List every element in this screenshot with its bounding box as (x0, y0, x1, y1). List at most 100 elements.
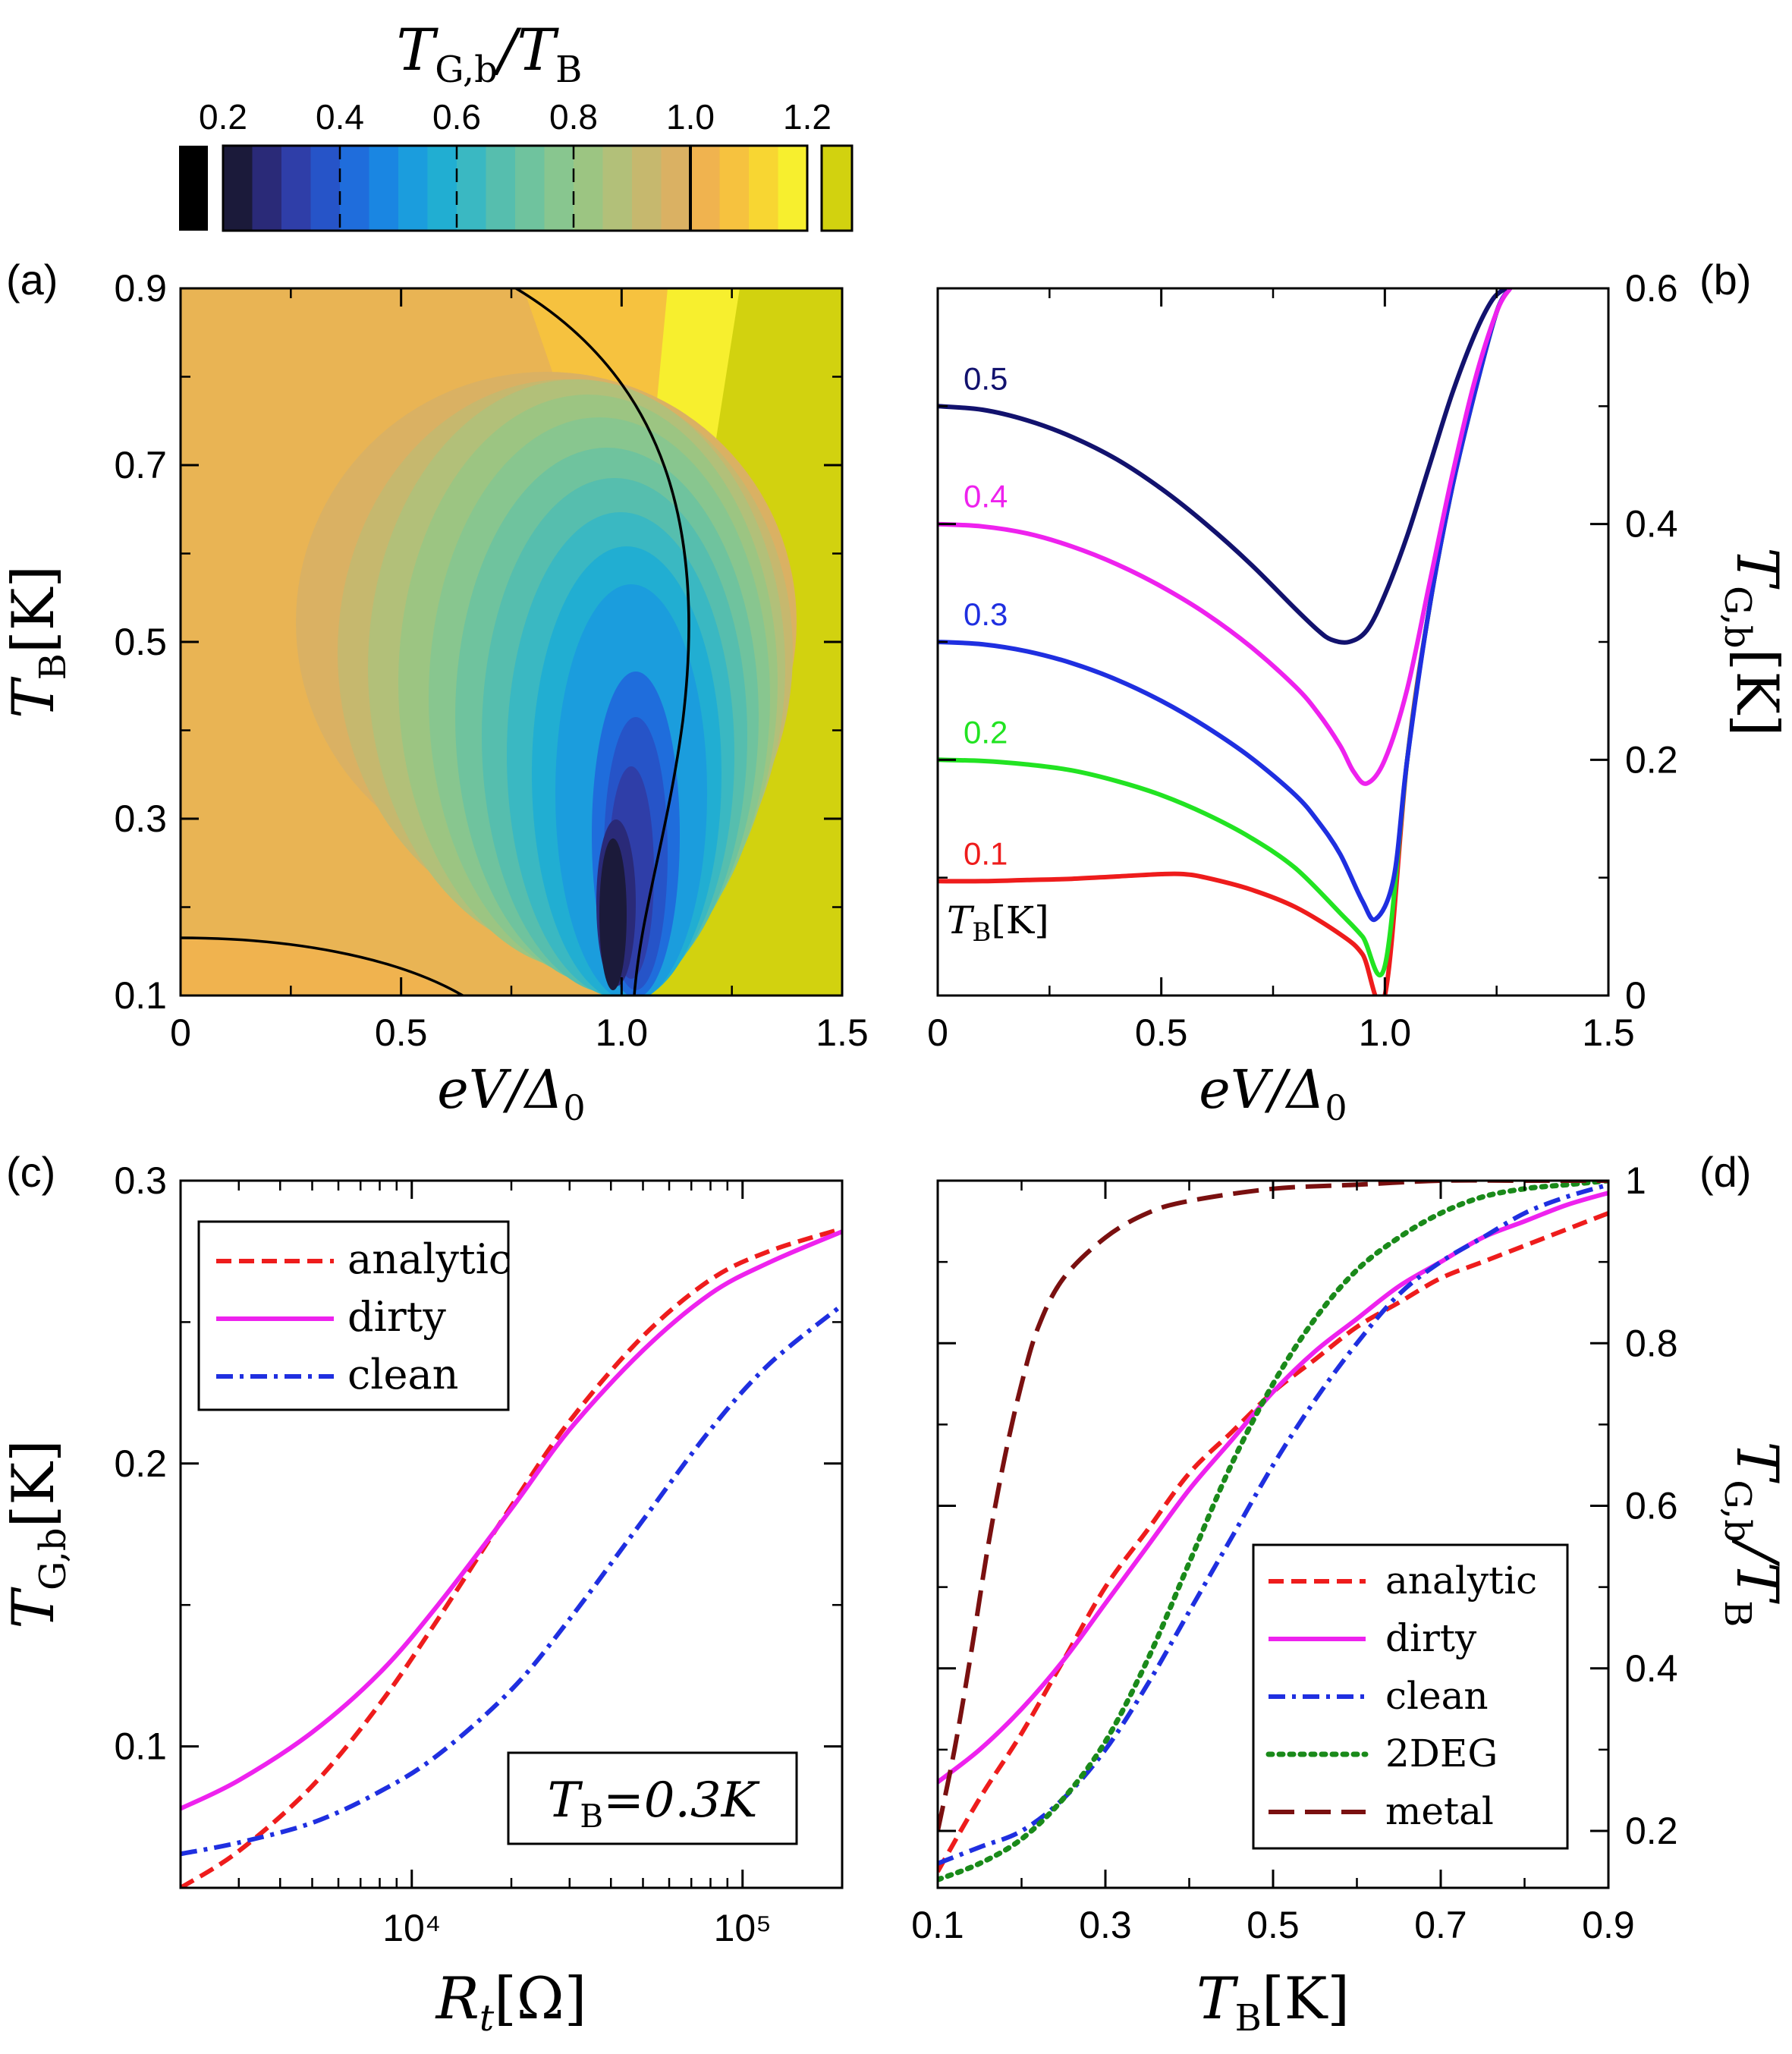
annotation-box-c: TB=0.3K (507, 1751, 798, 1845)
annotation-text-c: TB=0.3K (548, 1772, 760, 1835)
x-tick-label: 10⁴ (382, 1907, 441, 1949)
colorbar-tick-labels: 0.2 0.4 0.6 0.8 1.0 1.2 (199, 97, 832, 137)
axis-ticks-a: 0 0.5 1.0 1.5 0.1 0.3 0.5 0.7 0.9 (114, 267, 868, 1054)
series-group-c (181, 1226, 842, 1888)
series-labels-b: 0.1 0.2 0.3 0.4 0.5 (964, 360, 1008, 871)
x-tick-label: 1.0 (596, 1011, 649, 1054)
y-tick-label: 0.2 (114, 1442, 167, 1485)
x-tick-label: 0.5 (375, 1011, 428, 1054)
legend-c: analytic dirty clean (197, 1220, 511, 1411)
y-tick-label: 0.5 (114, 621, 167, 663)
y-axis-label-c: TG,b[K] (0, 1439, 74, 1628)
series-label-0.5: 0.5 (964, 360, 1008, 396)
colorbar-cell (719, 146, 750, 231)
y-tick-label: 0.1 (114, 974, 167, 1017)
colorbar-cell (574, 146, 604, 231)
series-line-analytic (938, 1211, 1608, 1873)
panel-d: (d) 0.1 0.3 0.5 0.7 0.9 0.2 0.4 0.6 0.8 1 analyti… (911, 1148, 1791, 2040)
series-line-clean (181, 1303, 842, 1857)
y-tick-label: 0.9 (114, 267, 167, 310)
y-tick-label: 0.3 (114, 1159, 167, 1202)
colorbar-cell (427, 146, 457, 231)
colorbar-cell (515, 146, 545, 231)
y-tick-label: 0.2 (1625, 1810, 1678, 1852)
colorbar-tick-label: 0.6 (432, 97, 481, 137)
y-tick-label: 1 (1625, 1159, 1646, 1202)
colorbar-under-swatch (179, 146, 208, 231)
panel-label-c: (c) (6, 1148, 55, 1196)
x-axis-label-c: Rt[Ω] (435, 1964, 587, 2040)
colorbar-cell (544, 146, 574, 231)
y-tick-label: 0.1 (114, 1725, 167, 1768)
series-group-d (938, 1181, 1608, 1883)
colorbar-cell (457, 146, 487, 231)
colorbar-cell (398, 146, 429, 231)
panel-label-d: (d) (1699, 1148, 1751, 1196)
x-tick-label: 10⁵ (714, 1907, 772, 1949)
series-line-TB-0.5 (938, 288, 1507, 645)
colorbar-cell (602, 146, 633, 231)
x-tick-label: 0.3 (1079, 1904, 1132, 1946)
colorbar-cell (369, 146, 399, 231)
colorbar-cell (486, 146, 516, 231)
colorbar-tick-label: 0.8 (549, 97, 598, 137)
panel-c: (c) 0.1 0.2 0.3 10⁴ 10⁵ analytic dirty clean T… (0, 1148, 844, 2040)
series-label-0.3: 0.3 (964, 596, 1008, 632)
panel-label-a: (a) (6, 256, 58, 304)
x-tick-label: 0.5 (1247, 1904, 1300, 1946)
x-tick-label: 1.5 (816, 1011, 869, 1054)
x-tick-label: 0 (170, 1011, 191, 1054)
series-group-b (938, 288, 1512, 996)
y-tick-label: 0.2 (1625, 738, 1678, 781)
series-label-0.2: 0.2 (964, 714, 1008, 750)
legend-label-analytic: analytic (1385, 1559, 1537, 1603)
legend-label-clean: clean (1385, 1674, 1489, 1718)
contour-line-1.0-main (515, 288, 690, 996)
x-tick-label: 1.5 (1582, 1011, 1635, 1054)
colorbar-title: TG,b/TB (397, 16, 583, 91)
plot-frame-b (936, 287, 1610, 997)
legend-label-dirty: dirty (1385, 1616, 1477, 1660)
colorbar-cell (340, 146, 370, 231)
colorbar-cell (281, 146, 312, 231)
colorbar-cell (661, 146, 691, 231)
heatmap-bottom-band (181, 938, 455, 996)
colorbar-cell (778, 146, 808, 231)
colorbar-tick-label: 0.4 (316, 97, 364, 137)
colorbar-tick-label: 1.2 (783, 97, 832, 137)
series-line-TB-0.4 (938, 288, 1512, 786)
colorbar-cell (223, 146, 253, 231)
x-tick-label: 0.7 (1414, 1904, 1467, 1946)
colorbar-cell (690, 146, 721, 231)
legend-label-clean: clean (347, 1351, 458, 1398)
contour-line-1.0-bottom (181, 936, 464, 996)
y-axis-label-b: TG,b[K] (1716, 547, 1791, 736)
colorbar-tick-label: 0.2 (199, 97, 247, 137)
x-axis-label-b: eV/Δ0 (1199, 1058, 1347, 1128)
x-tick-label: 0 (927, 1011, 948, 1054)
colorbar-cell (310, 146, 341, 231)
y-tick-label: 0.4 (1625, 1647, 1678, 1690)
legend-label-analytic: analytic (347, 1235, 511, 1283)
x-tick-label: 0.5 (1135, 1011, 1188, 1054)
y-tick-label: 0.3 (114, 797, 167, 840)
y-tick-label: 0.6 (1625, 1485, 1678, 1527)
series-line-dirty (181, 1229, 842, 1811)
colorbar-cells (222, 144, 809, 232)
series-line-2DEG (938, 1181, 1608, 1883)
x-tick-label: 0.9 (1582, 1904, 1635, 1946)
series-label-0.4: 0.4 (964, 479, 1008, 514)
legend-title-b: TB[K] (947, 898, 1049, 948)
series-line-TB-0.3 (938, 288, 1512, 923)
y-axis-label-d: TG,b/TB (1716, 1442, 1791, 1628)
series-label-0.1: 0.1 (964, 835, 1008, 871)
y-tick-label: 0 (1625, 974, 1646, 1017)
axis-ticks-c: 0.1 0.2 0.3 10⁴ 10⁵ (114, 1159, 844, 1949)
colorbar: TG,b/TB 0.2 0.4 0.6 0.8 1.0 1.2 (179, 16, 854, 232)
x-tick-label: 1.0 (1359, 1011, 1412, 1054)
colorbar-frame (222, 144, 809, 232)
y-axis-label-a: TB[K] (0, 565, 74, 719)
colorbar-cell (632, 146, 662, 231)
y-tick-label: 0.6 (1625, 267, 1678, 310)
